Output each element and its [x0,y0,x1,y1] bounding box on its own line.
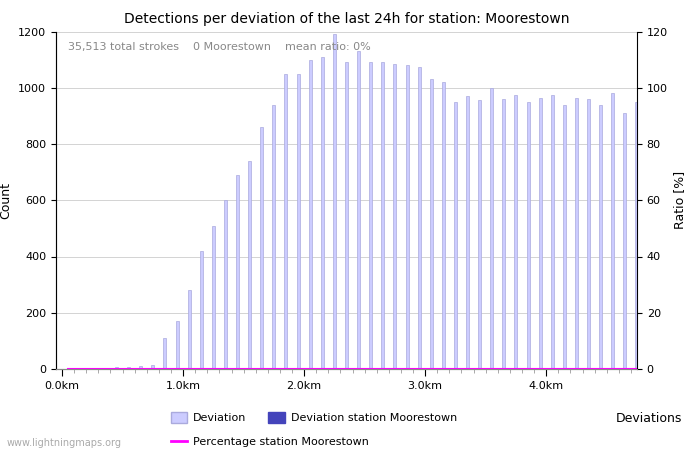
Bar [188,290,190,369]
Bar [503,99,505,369]
Bar [575,98,578,369]
Bar [587,99,590,369]
Legend: Percentage station Moorestown: Percentage station Moorestown [166,432,373,450]
Title: Detections per deviation of the last 24h for station: Moorestown: Detections per deviation of the last 24h… [124,12,569,26]
Bar [103,368,106,369]
Bar [163,338,167,369]
Bar [551,95,554,369]
Bar [272,105,275,369]
Bar [248,161,251,369]
Bar [454,102,457,369]
Bar [393,64,396,369]
Bar [127,367,130,369]
Bar [466,96,469,369]
Bar [321,57,324,369]
Bar [405,65,409,369]
Bar [430,79,433,369]
Bar [91,368,94,369]
Text: www.lightningmaps.org: www.lightningmaps.org [7,438,122,448]
Bar [478,100,481,369]
Bar [648,106,650,369]
Bar [636,102,638,369]
Bar [357,51,360,369]
Bar [78,368,82,369]
Bar [139,366,142,369]
Bar [297,74,300,369]
Bar [514,95,517,369]
Bar [624,113,626,369]
Bar [199,251,203,369]
Bar [115,367,118,369]
Bar [611,94,615,369]
Bar [418,67,421,369]
Bar [236,175,239,369]
Bar [539,98,542,369]
Bar [176,321,178,369]
Bar [490,88,493,369]
Bar [284,74,288,369]
Text: 35,513 total strokes    0 Moorestown    mean ratio: 0%: 35,513 total strokes 0 Moorestown mean r… [68,42,370,52]
Bar [526,102,530,369]
Bar [382,63,384,369]
Y-axis label: Ratio [%]: Ratio [%] [673,171,687,230]
Bar [309,59,312,369]
Bar [659,102,663,369]
Text: Deviations: Deviations [616,412,682,425]
Bar [333,34,336,369]
Bar [599,105,602,369]
Bar [212,225,215,369]
Bar [345,63,348,369]
Bar [442,82,444,369]
Bar [224,200,227,369]
Bar [151,364,154,369]
Bar [563,105,566,369]
Bar [260,127,263,369]
Y-axis label: Count: Count [0,182,13,219]
Bar [369,63,372,369]
